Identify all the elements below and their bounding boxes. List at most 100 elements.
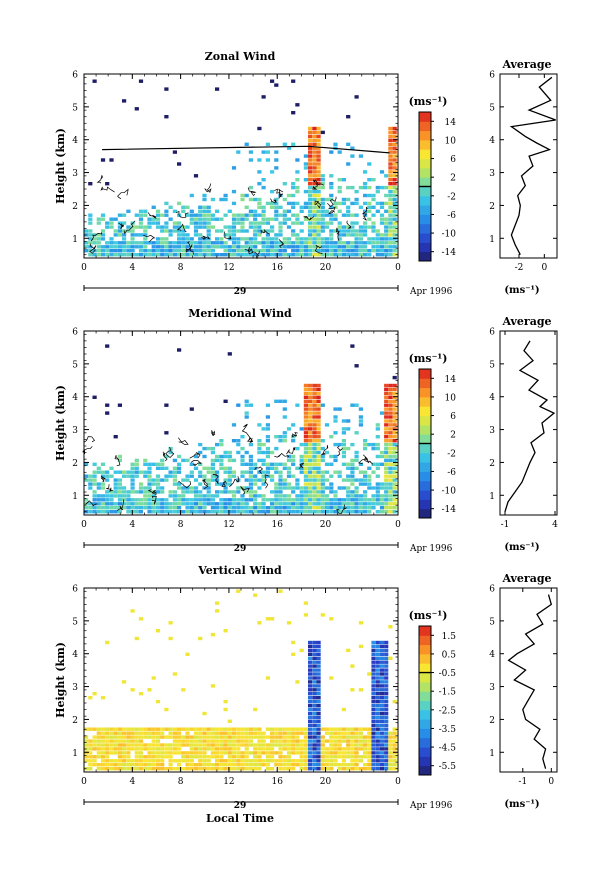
heat-cell: [282, 478, 287, 482]
heat-cell: [248, 731, 253, 735]
heat-cell: [202, 510, 207, 514]
heat-cell: [312, 415, 317, 419]
heat-cell: [257, 506, 262, 510]
heat-cell: [324, 494, 330, 498]
heat-cell: [371, 205, 376, 209]
heat-cell: [155, 482, 161, 486]
heat-cell: [117, 486, 122, 490]
heat-cell: [278, 589, 283, 593]
heat-cell: [261, 747, 266, 751]
heat-cell: [138, 486, 144, 490]
heat-cell: [231, 767, 237, 771]
heat-cell: [367, 217, 372, 221]
heat-cell: [138, 755, 144, 759]
heat-cell: [270, 466, 275, 470]
heat-cell: [308, 170, 313, 174]
heat-cell: [337, 506, 342, 510]
heat-cell: [308, 189, 313, 194]
heat-cell: [308, 703, 313, 708]
heat-cell: [164, 478, 169, 482]
heat-cell: [261, 470, 266, 474]
heat-cell: [134, 763, 139, 767]
heat-cell: [291, 498, 296, 502]
heat-cell: [324, 221, 330, 225]
contour-segment: [314, 200, 321, 209]
heat-cell: [312, 391, 317, 396]
heat-cell: [172, 253, 177, 257]
heat-cell: [248, 249, 253, 253]
heat-cell: [303, 245, 308, 249]
heat-cell: [231, 229, 237, 233]
heat-cell: [371, 197, 376, 202]
heat-cell: [337, 510, 342, 514]
heat-cell: [172, 150, 177, 154]
heat-cell: [295, 506, 300, 510]
heat-cell: [100, 755, 106, 759]
heat-cell: [333, 498, 338, 502]
colorbar-tick-label: 2: [450, 431, 456, 441]
heat-cell: [105, 498, 110, 502]
heat-cell: [265, 759, 270, 763]
heat-cell: [286, 743, 292, 747]
heat-cell: [388, 399, 393, 403]
heat-cell: [215, 442, 220, 447]
x-tick-label: 0: [81, 263, 87, 273]
heat-cell: [291, 506, 296, 510]
heat-cell: [113, 253, 118, 257]
heat-cell: [388, 747, 393, 751]
heat-cell: [350, 233, 355, 237]
heat-cell: [126, 241, 131, 245]
heat-cell: [236, 442, 241, 447]
heat-cell: [223, 510, 228, 514]
heat-cell: [130, 486, 135, 490]
heat-cell: [223, 478, 228, 482]
heat-cell: [92, 395, 97, 399]
heat-cell: [329, 743, 334, 747]
heat-cell: [358, 205, 363, 209]
heat-cell: [92, 494, 97, 498]
heat-cell: [88, 739, 93, 743]
heat-cell: [270, 79, 275, 83]
colorbar-frame: [418, 625, 432, 776]
average-y-tick-label: 2: [489, 202, 495, 212]
heat-cell: [100, 735, 106, 739]
heat-cell: [227, 502, 232, 506]
colorbar-segment: [419, 709, 431, 720]
contour-segment: [189, 452, 201, 459]
heat-cell: [392, 213, 397, 217]
heat-cell: [177, 747, 182, 751]
heat-cell: [274, 506, 279, 510]
heat-cell: [189, 241, 194, 245]
heat-cell: [248, 510, 253, 514]
heat-cell: [253, 731, 258, 735]
heat-cell: [333, 201, 338, 206]
heat-cell: [282, 431, 287, 435]
contour-segment: [240, 486, 250, 495]
heat-cell: [392, 506, 397, 510]
heat-cell: [138, 241, 144, 245]
heat-cell: [265, 403, 270, 407]
heat-cell: [100, 474, 106, 478]
heat-cell: [350, 664, 355, 668]
contour-segment: [274, 188, 284, 194]
heat-cell: [206, 727, 211, 731]
heat-cell: [341, 454, 346, 459]
heat-cell: [384, 174, 389, 178]
average-y-tick-label: 4: [489, 136, 495, 146]
heat-cell: [143, 735, 148, 739]
heat-cell: [138, 209, 144, 213]
heat-cell: [329, 205, 334, 209]
heat-cell: [350, 253, 355, 257]
heat-cell: [164, 474, 169, 478]
heat-cell: [151, 510, 156, 514]
contour-lines: [82, 423, 374, 514]
heat-cell: [308, 241, 313, 245]
heat-cell: [130, 466, 135, 470]
heat-cell: [270, 245, 275, 249]
heat-cell: [244, 462, 249, 466]
heat-cell: [138, 233, 144, 237]
colorbar-segment: [419, 130, 431, 141]
heat-cell: [270, 237, 275, 241]
heat-cell: [134, 462, 139, 466]
heat-cell: [392, 387, 397, 392]
